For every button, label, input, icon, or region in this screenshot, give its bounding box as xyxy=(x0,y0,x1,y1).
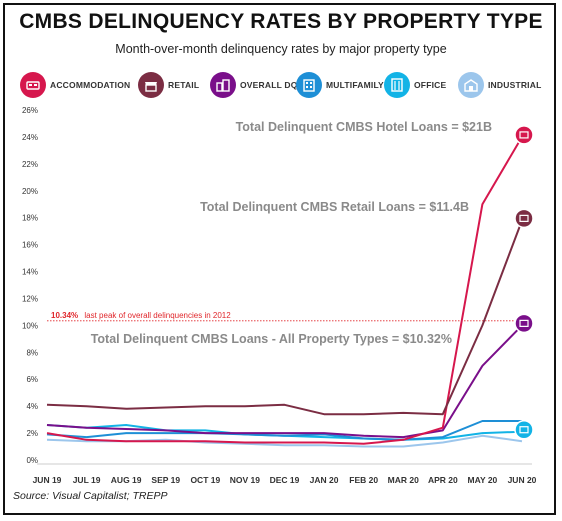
x-tick-label: SEP 19 xyxy=(151,475,180,485)
series-end-marker xyxy=(514,419,534,440)
y-tick-label: 10% xyxy=(22,321,38,330)
series-line-accommodation xyxy=(46,136,523,445)
office-icon xyxy=(384,72,410,98)
legend-label: INDUSTRIAL xyxy=(488,80,542,90)
x-tick-label: JUN 20 xyxy=(508,475,537,485)
y-tick-label: 26% xyxy=(22,106,38,115)
x-tick-label: JAN 20 xyxy=(310,475,339,485)
y-tick-label: 22% xyxy=(22,160,38,169)
peak-annotation: 10.34% last peak of overall delinquencie… xyxy=(51,311,231,320)
apartment-icon xyxy=(296,72,322,98)
x-tick-label: JUN 19 xyxy=(33,475,62,485)
y-tick-label: 18% xyxy=(22,214,38,223)
legend-label: ACCOMMODATION xyxy=(50,80,131,90)
legend-item-multifamily: MULTIFAMILY xyxy=(296,71,384,99)
bed-icon xyxy=(20,72,46,98)
x-tick-label: JUL 19 xyxy=(73,475,101,485)
x-tick-label: DEC 19 xyxy=(270,475,300,485)
x-tick-label: APR 20 xyxy=(428,475,458,485)
series-line-overall-dq xyxy=(46,324,523,439)
annotation-retail-loans: Total Delinquent CMBS Retail Loans = $11… xyxy=(200,200,469,214)
legend-item-retail: RETAIL xyxy=(138,71,199,99)
legend-label: OFFICE xyxy=(414,80,447,90)
series-line-retail xyxy=(46,220,523,416)
y-tick-label: 16% xyxy=(22,241,38,250)
series-line-multifamily xyxy=(46,420,522,441)
legend-item-overall: OVERALL DQ* xyxy=(210,71,301,99)
series-end-glyph xyxy=(519,319,529,327)
source-note: Source: Visual Capitalist; TREPP xyxy=(13,490,168,502)
peak-text: last peak of overall delinquencies in 20… xyxy=(84,311,231,320)
y-tick-label: 12% xyxy=(22,294,38,303)
y-tick-label: 2% xyxy=(26,429,38,438)
y-tick-label: 20% xyxy=(22,187,38,196)
legend-item-office: OFFICE xyxy=(384,71,446,99)
series-end-glyph xyxy=(519,214,529,222)
warehouse-icon xyxy=(458,72,484,98)
legend-label: RETAIL xyxy=(168,80,200,90)
x-tick-label: OCT 19 xyxy=(190,475,220,485)
series-end-glyph xyxy=(519,426,529,434)
legend-item-accommodation: ACCOMMODATION xyxy=(20,71,130,99)
x-tick-label: MAR 20 xyxy=(388,475,419,485)
y-tick-label: 6% xyxy=(26,375,38,384)
legend-label: MULTIFAMILY xyxy=(326,80,384,90)
chart-subtitle: Month-over-month delinquency rates by ma… xyxy=(115,42,447,56)
storefront-icon xyxy=(138,72,164,98)
annotation-hotel-loans: Total Delinquent CMBS Hotel Loans = $21B xyxy=(236,120,492,134)
y-tick-label: 14% xyxy=(22,268,38,277)
x-tick-label: AUG 19 xyxy=(111,475,142,485)
peak-value: 10.34% xyxy=(51,311,78,320)
legend-label: OVERALL DQ* xyxy=(240,80,302,90)
chart-frame xyxy=(3,3,556,515)
annotation-all-loans: Total Delinquent CMBS Loans - All Proper… xyxy=(91,332,452,346)
chart-title: CMBS DELINQUENCY RATES BY PROPERTY TYPE xyxy=(19,10,543,33)
x-tick-label: MAY 20 xyxy=(468,475,498,485)
y-tick-label: 24% xyxy=(22,133,38,142)
y-tick-label: 8% xyxy=(26,348,38,357)
x-tick-label: FEB 20 xyxy=(349,475,378,485)
series-end-glyph xyxy=(519,131,529,139)
series-end-marker xyxy=(514,125,534,145)
series-end-marker xyxy=(514,208,534,229)
legend-item-industrial: INDUSTRIAL xyxy=(458,71,541,99)
legend: ACCOMMODATION RETAIL OVERALL DQ* MULTIFA… xyxy=(20,71,550,99)
x-tick-label: NOV 19 xyxy=(230,475,261,485)
buildings-icon xyxy=(210,72,236,98)
y-tick-label: 4% xyxy=(26,402,38,411)
series-end-marker xyxy=(514,313,534,334)
y-tick-label: 0% xyxy=(26,456,38,465)
